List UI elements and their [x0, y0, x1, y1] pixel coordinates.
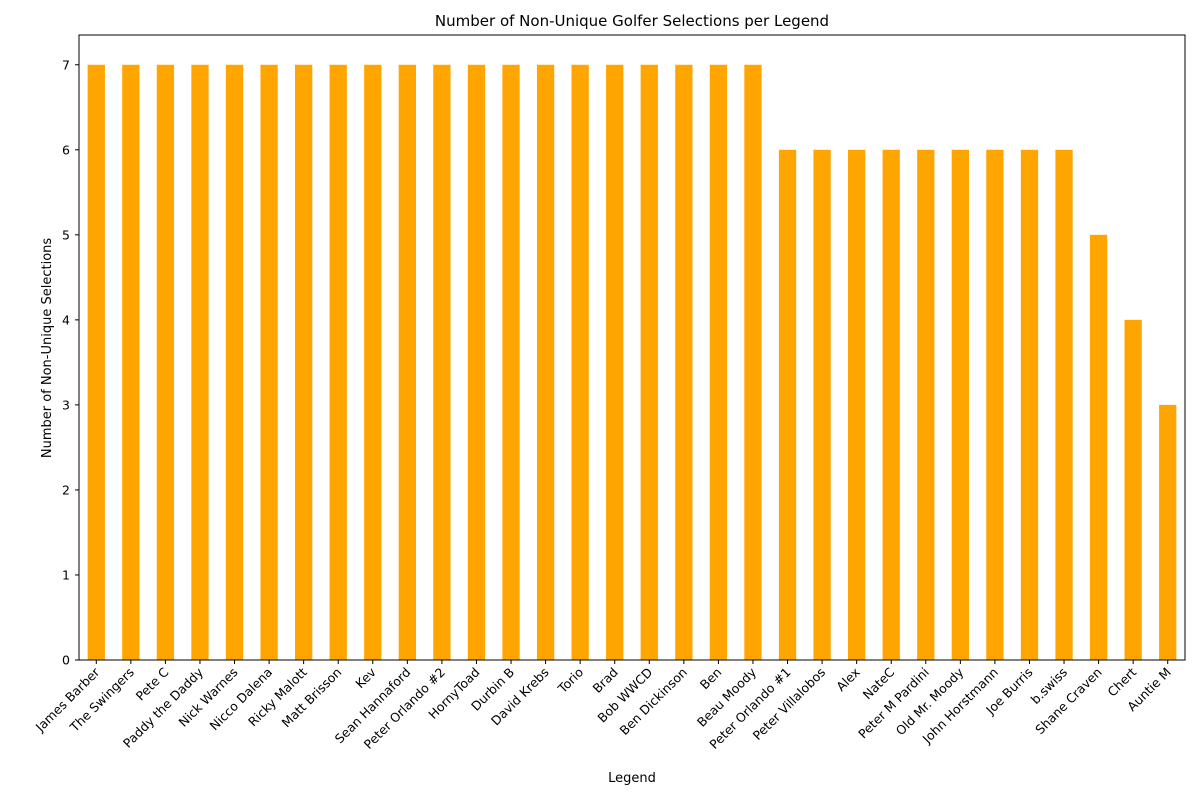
bar [640, 64, 658, 660]
bar [156, 64, 175, 660]
bar [225, 64, 244, 660]
bar [295, 64, 313, 660]
bar [951, 149, 969, 661]
plot-frame [78, 34, 1186, 661]
bar [917, 149, 935, 661]
y-tick-label: 0 [62, 653, 70, 668]
y-tick-label: 5 [62, 227, 70, 242]
bar [502, 64, 520, 660]
y-tick-label: 3 [62, 397, 70, 412]
bar [778, 149, 797, 661]
bar [87, 64, 105, 660]
x-tick-label: Alex [833, 665, 863, 695]
bar [1089, 234, 1108, 660]
bar [398, 64, 416, 660]
bar [848, 149, 866, 661]
y-tick-label: 2 [62, 482, 70, 497]
bar [744, 64, 762, 660]
bar [329, 64, 347, 660]
bar [536, 64, 555, 660]
bar [986, 149, 1004, 661]
bar [1124, 319, 1142, 660]
bar [122, 64, 140, 660]
chart-title: Number of Non-Unique Golfer Selections p… [435, 12, 829, 30]
x-axis-label: Legend [608, 771, 656, 786]
bar [1020, 149, 1039, 661]
bar [571, 64, 589, 660]
x-tick-label: Brad [590, 665, 621, 696]
y-axis-label: Number of Non-Unique Selections [40, 238, 55, 459]
bar [1159, 404, 1177, 660]
y-axis: 0 1 2 3 4 5 6 7 [62, 57, 79, 668]
bar [709, 64, 728, 660]
y-tick-label: 4 [62, 312, 70, 327]
bar [467, 64, 486, 660]
y-tick-label: 7 [62, 57, 70, 72]
y-tick-label: 6 [62, 142, 70, 157]
bars-group [87, 64, 1177, 661]
bar [882, 149, 900, 661]
bar [260, 64, 278, 660]
x-tick-label: Torio [554, 665, 586, 697]
bar [606, 64, 624, 660]
y-tick-label: 1 [62, 567, 70, 582]
bar [191, 64, 209, 660]
bar [1055, 149, 1073, 661]
x-tick-label: Ben [697, 665, 725, 693]
bar [675, 64, 693, 660]
bar [364, 64, 382, 660]
x-tick-label: Kev [352, 664, 379, 691]
bar [813, 149, 831, 661]
bar [433, 64, 451, 660]
